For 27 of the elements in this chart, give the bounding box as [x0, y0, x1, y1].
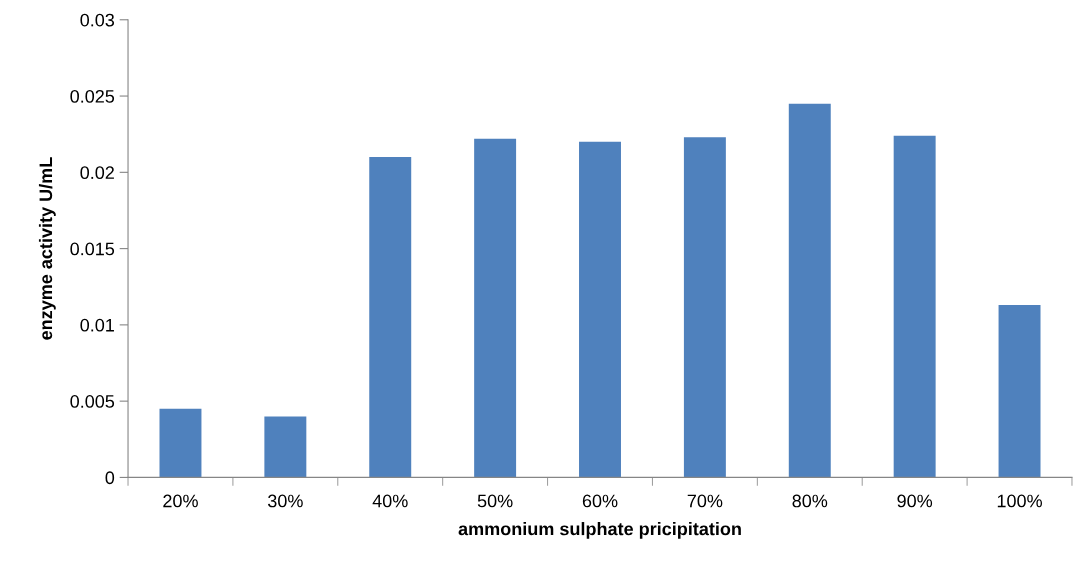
x-tick-label: 50% — [477, 494, 513, 508]
x-tick-label: 30% — [267, 494, 303, 508]
y-tick-label: 0.03 — [80, 13, 115, 27]
bar — [264, 416, 307, 478]
y-tick-label: 0.015 — [70, 242, 115, 256]
bar — [788, 103, 831, 478]
x-tick-label: 60% — [582, 494, 618, 508]
bar — [683, 137, 726, 478]
bar — [159, 408, 202, 478]
y-tick-label: 0 — [105, 471, 115, 485]
bar — [998, 305, 1041, 478]
x-axis-title: ammonium sulphate pricipitation — [458, 522, 741, 539]
x-tick-label: 90% — [897, 494, 933, 508]
y-tick-label: 0.025 — [70, 89, 115, 103]
y-axis-title: enzyme activity U/mL — [38, 157, 56, 340]
y-tick-label: 0.005 — [70, 395, 115, 408]
y-tick-label: 0.01 — [80, 318, 114, 332]
bar — [474, 138, 517, 478]
x-tick-label: 40% — [372, 494, 408, 508]
y-tick-label: 0.02 — [80, 166, 114, 180]
x-tick-label: 80% — [792, 494, 828, 508]
x-tick-label: 20% — [163, 494, 198, 508]
x-tick-label: 100% — [997, 494, 1042, 508]
bar — [369, 157, 412, 478]
bar — [579, 141, 621, 478]
x-tick-label: 70% — [687, 494, 723, 508]
bar — [893, 135, 936, 478]
